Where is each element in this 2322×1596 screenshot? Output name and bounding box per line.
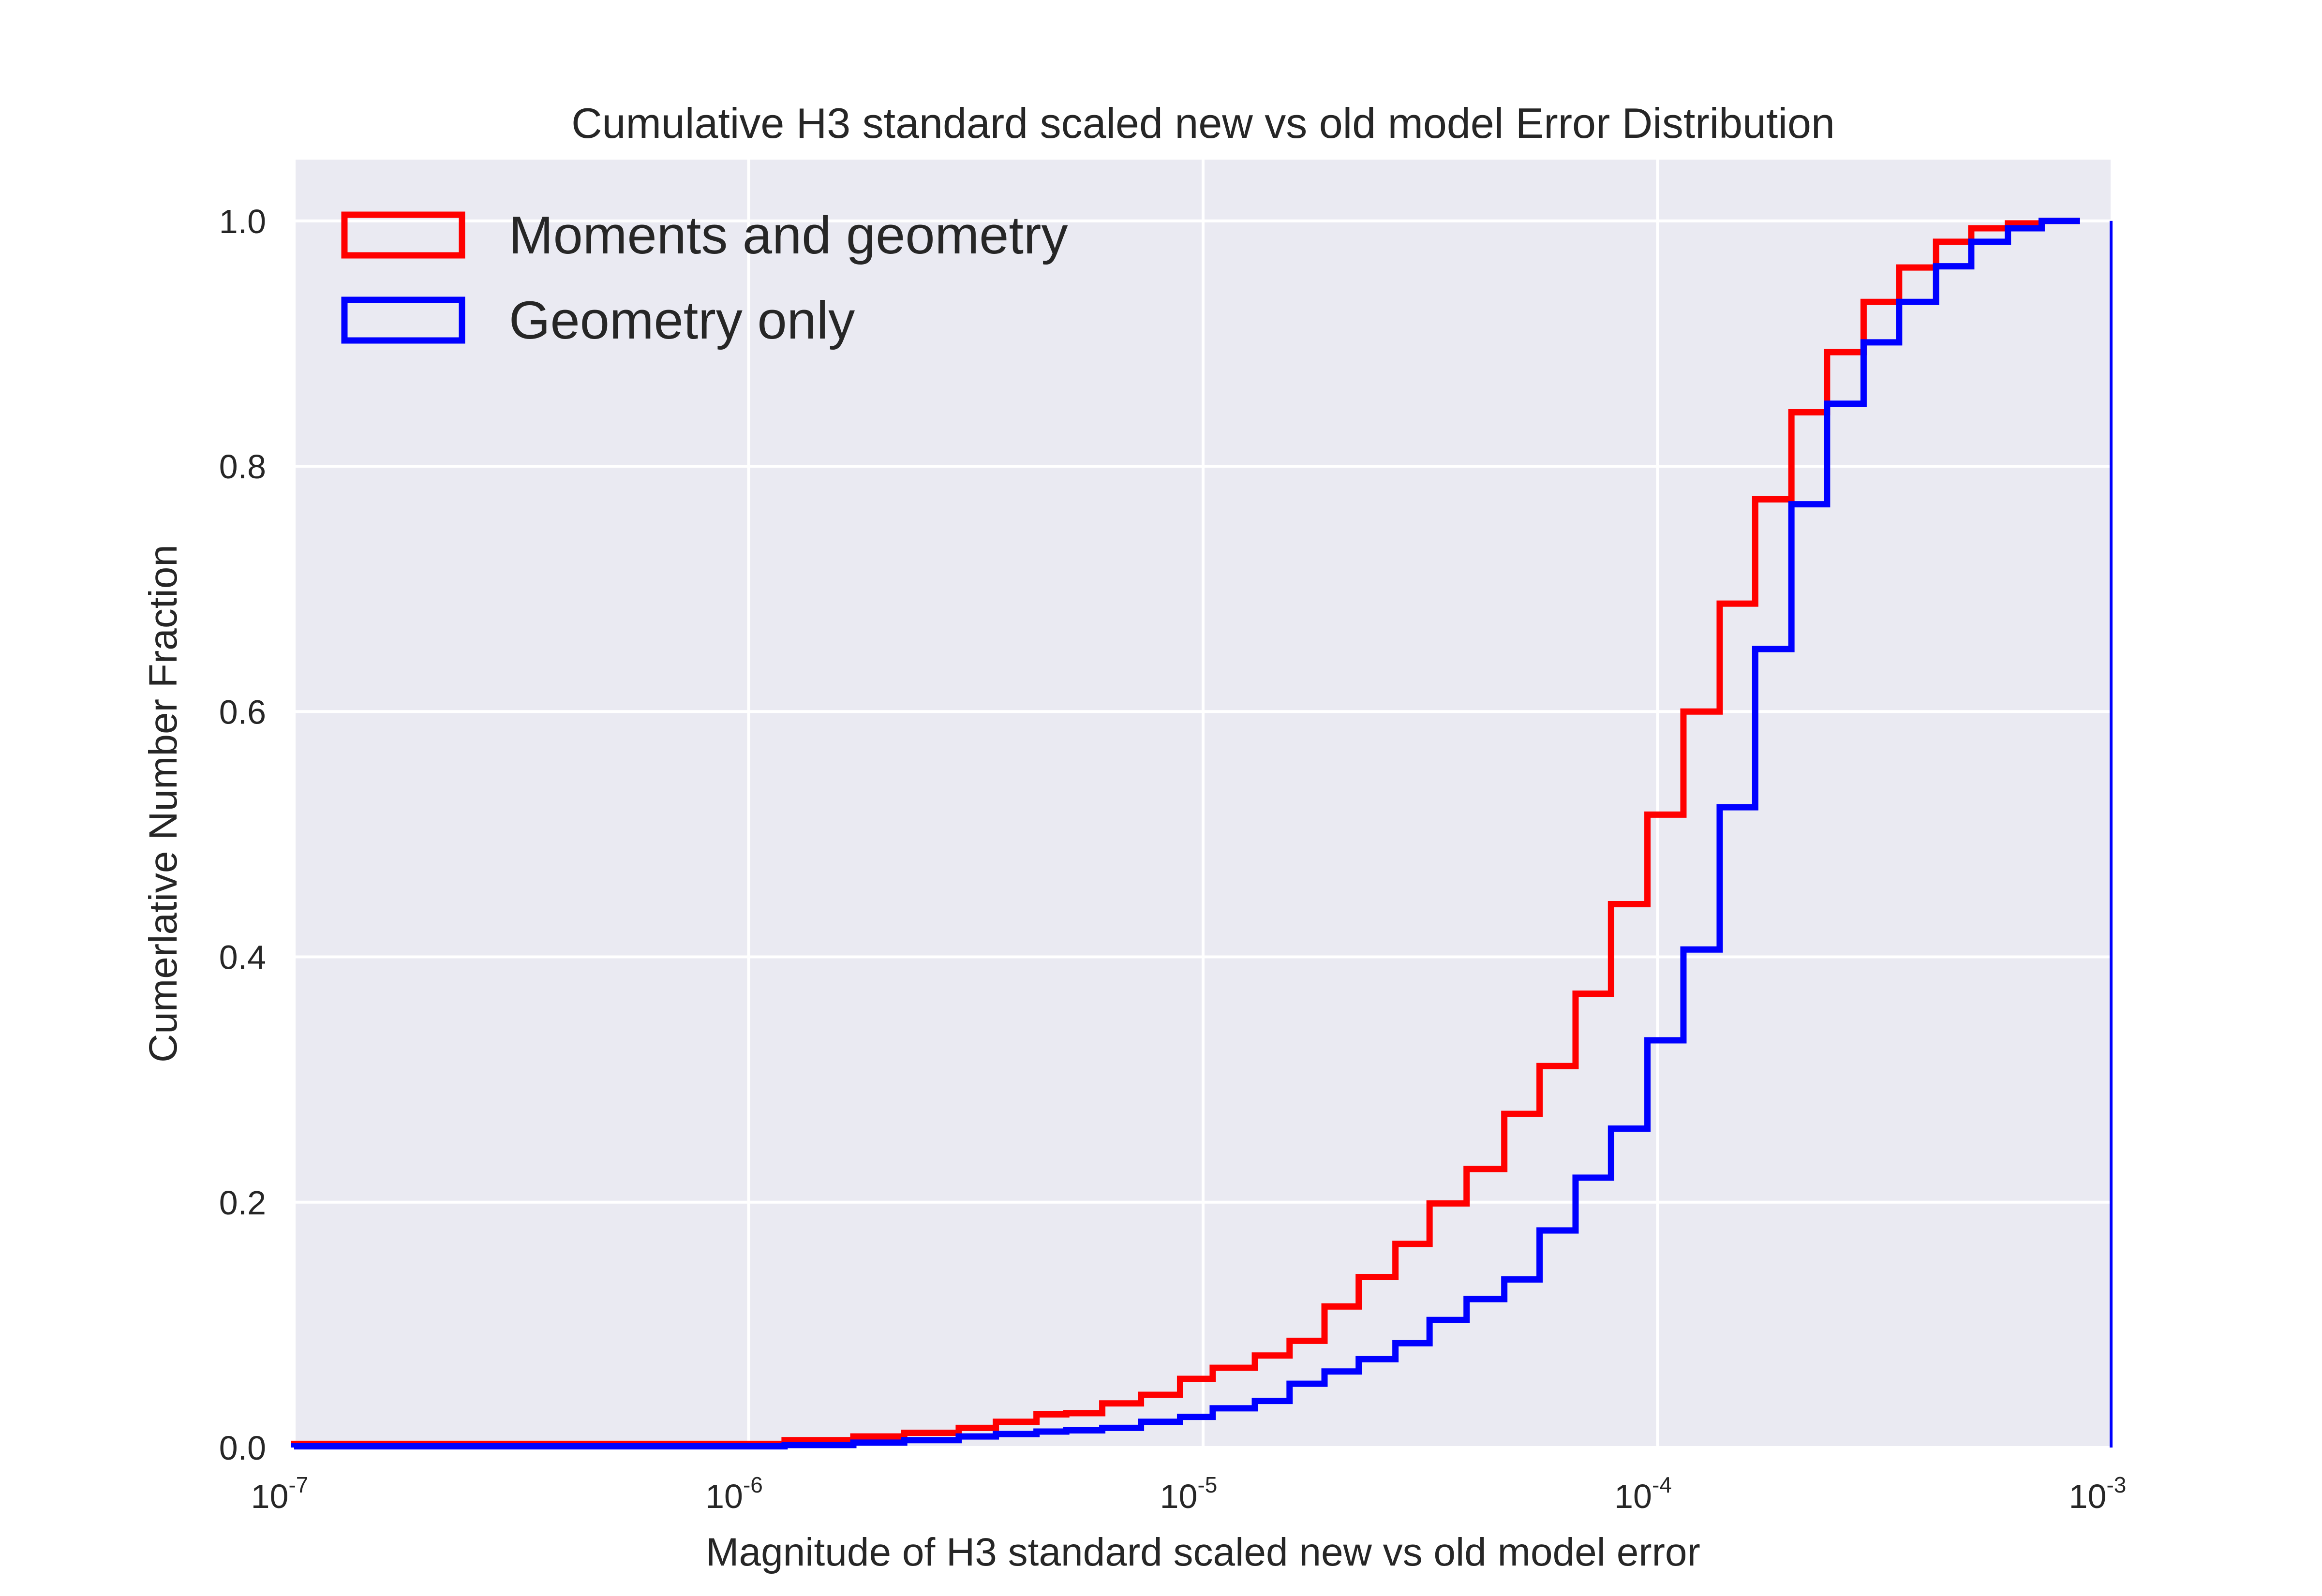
chart-title: Cumulative H3 standard scaled new vs old… bbox=[571, 99, 1835, 147]
x-tick-label: 10-5 bbox=[1160, 1472, 1218, 1515]
legend-label-geometry-only: Geometry only bbox=[509, 291, 855, 350]
series-line-moments-and-geometry bbox=[291, 218, 2080, 1448]
y-tick-label: 0.0 bbox=[219, 1429, 266, 1467]
y-tick-label: 0.6 bbox=[219, 693, 266, 731]
y-tick-label: 0.4 bbox=[219, 939, 266, 976]
y-tick-label: 0.8 bbox=[219, 448, 266, 486]
grid-lines bbox=[293, 160, 2114, 1449]
x-tick-label: 10-3 bbox=[2069, 1472, 2127, 1515]
y-axis-label: Cumerlative Number Fraction bbox=[141, 545, 185, 1063]
y-axis-ticks: 0.0 0.2 0.4 0.6 0.8 1.0 bbox=[219, 203, 266, 1467]
x-tick-label: 10-4 bbox=[1614, 1472, 1672, 1515]
legend-label-moments-and-geometry: Moments and geometry bbox=[509, 206, 1068, 265]
y-tick-label: 0.2 bbox=[219, 1184, 266, 1222]
series-line-geometry-only bbox=[291, 218, 2080, 1449]
legend: Moments and geometry Geometry only bbox=[341, 206, 1068, 350]
legend-swatch-moments-and-geometry bbox=[341, 211, 465, 259]
x-tick-label: 10-6 bbox=[705, 1472, 763, 1515]
x-tick-label: 10-7 bbox=[251, 1472, 309, 1515]
y-tick-label: 1.0 bbox=[219, 203, 266, 240]
x-axis-ticks: 10-7 10-6 10-5 10-4 10-3 bbox=[251, 1472, 2127, 1515]
legend-swatch-geometry-only bbox=[341, 296, 465, 344]
x-axis-label: Magnitude of H3 standard scaled new vs o… bbox=[706, 1530, 1700, 1574]
series-layer bbox=[291, 218, 2113, 1449]
